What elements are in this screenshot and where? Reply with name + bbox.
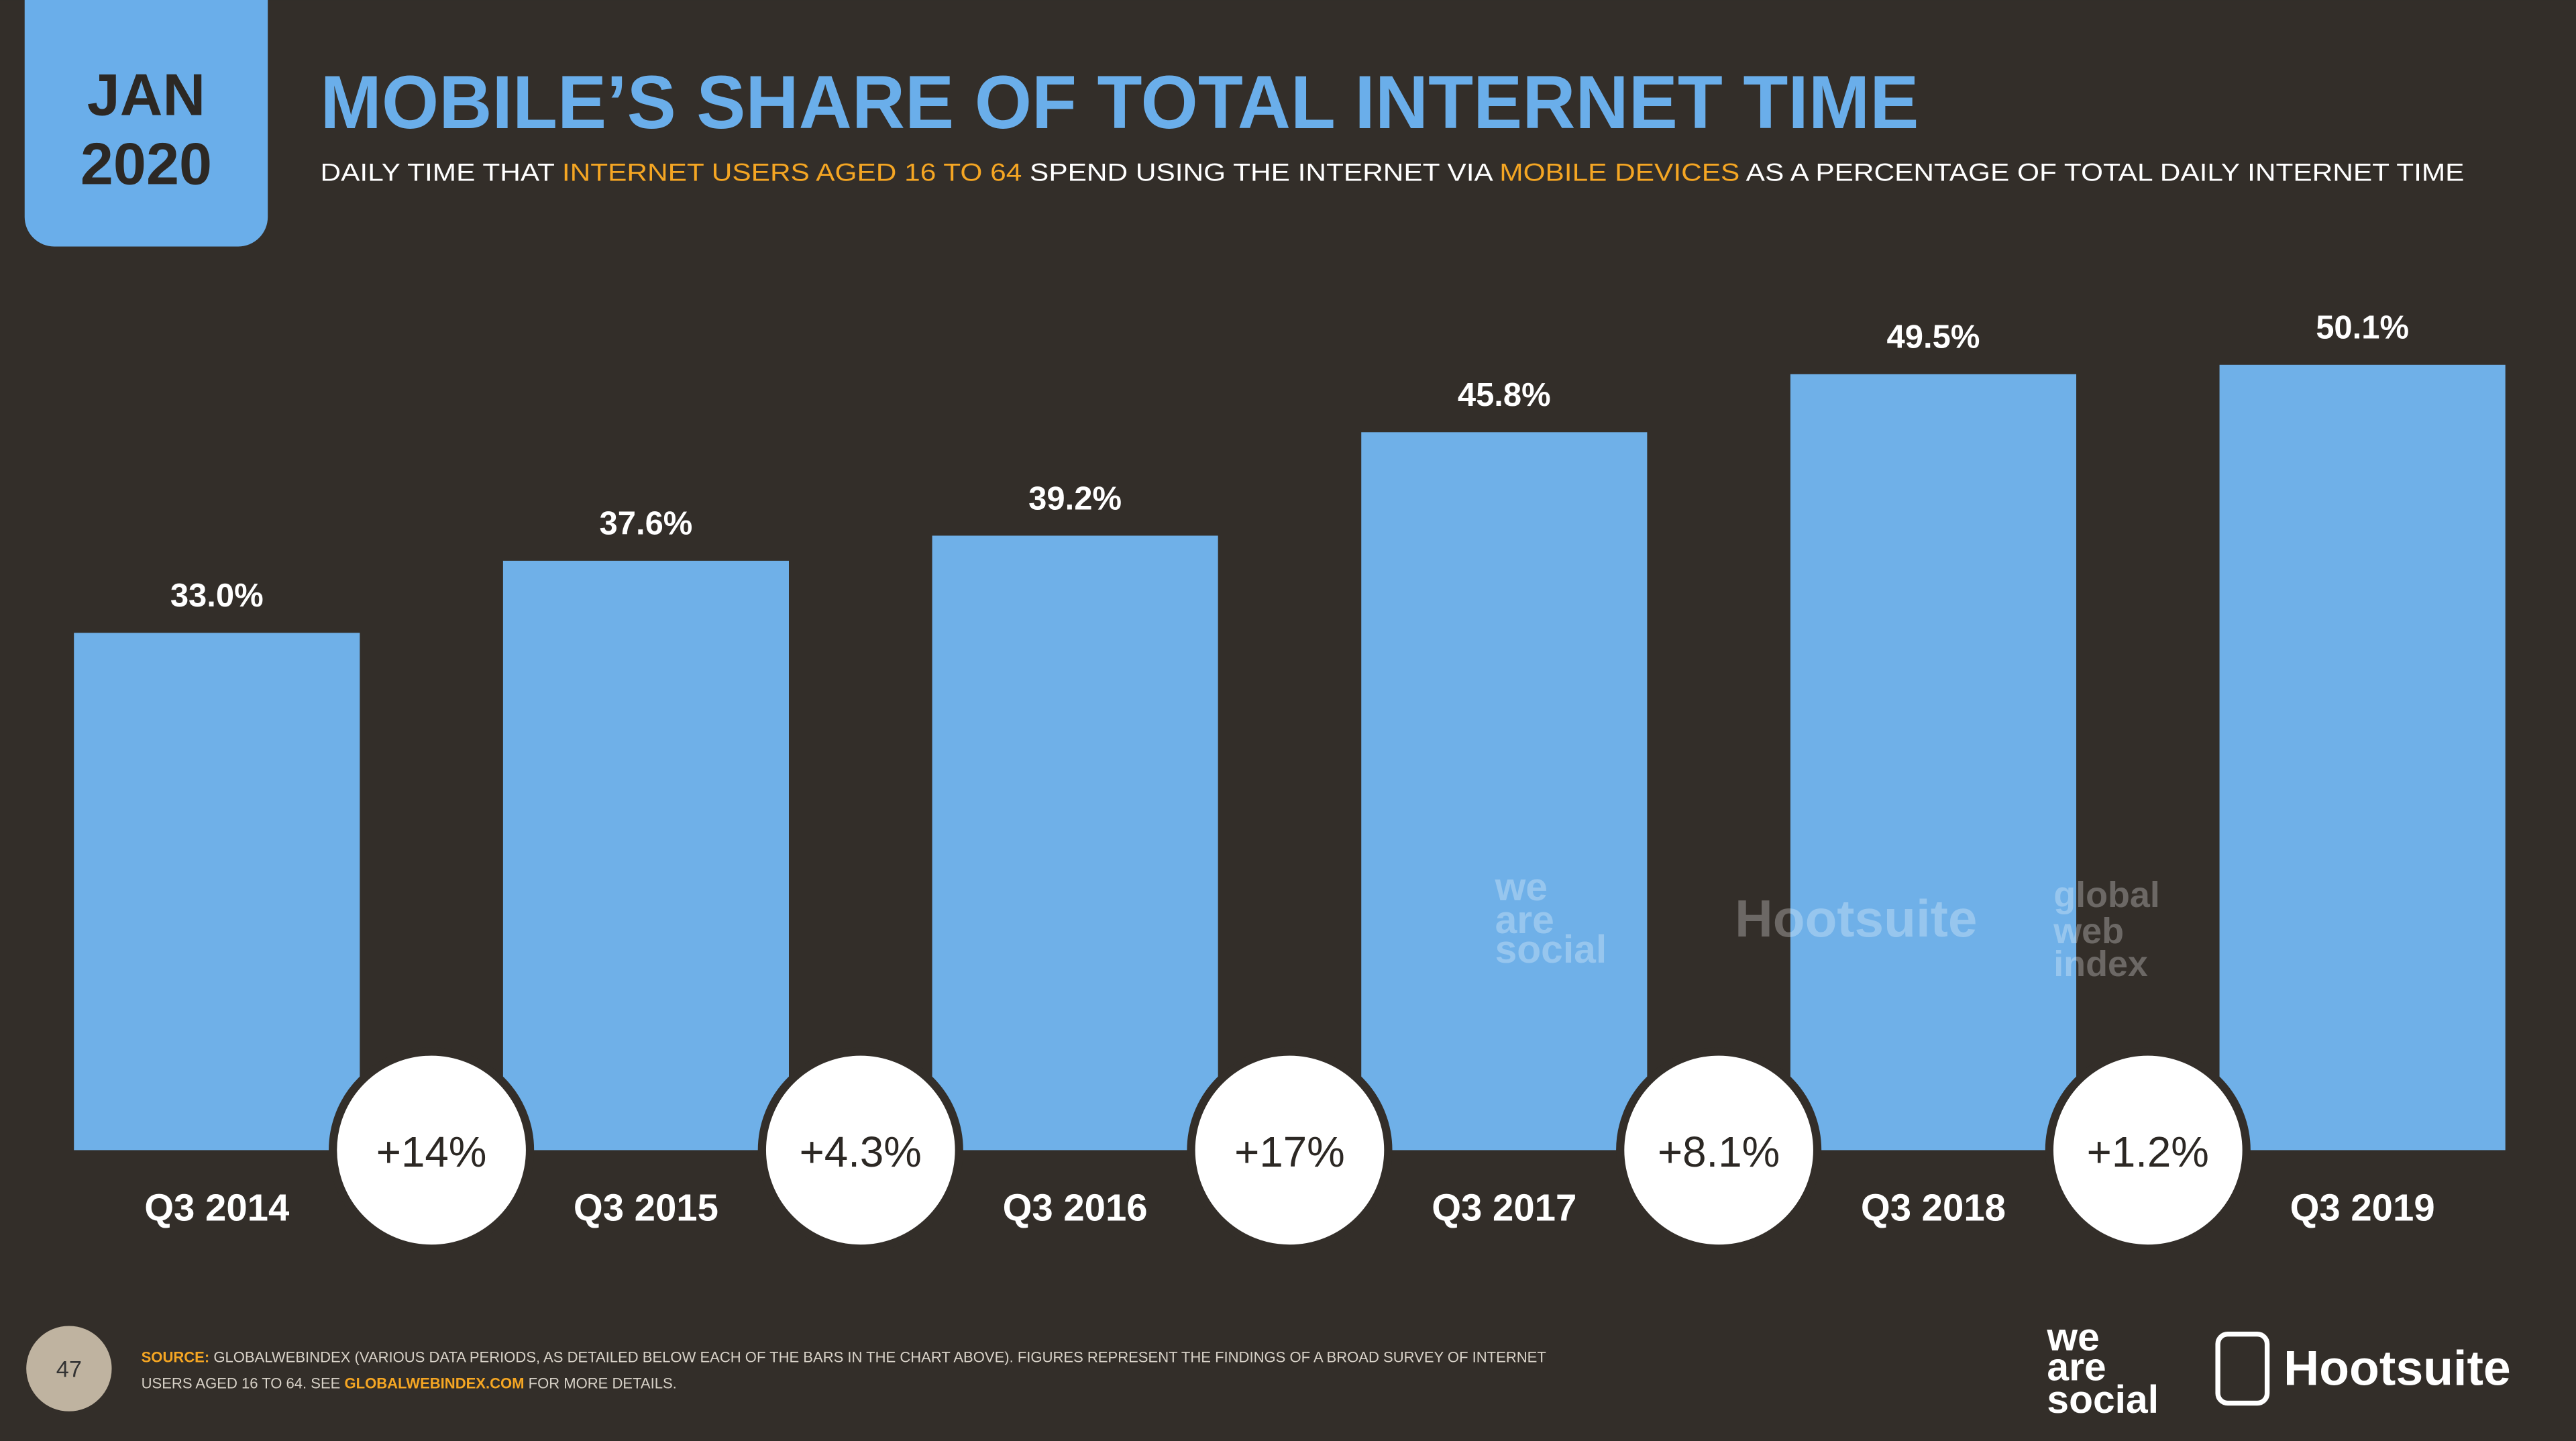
watermark-word: we (1495, 865, 1548, 909)
source-text: USERS AGED 16 TO 64. SEE (142, 1375, 345, 1392)
page-badge (26, 1326, 112, 1411)
source-label: SOURCE: (142, 1348, 210, 1365)
watermark-word: global (2053, 875, 2160, 915)
source-link: GLOBALWEBINDEX.COM (344, 1375, 524, 1392)
subtitle-part: SPEND USING THE INTERNET VIA (1022, 159, 1499, 186)
subtitle-highlight: INTERNET USERS AGED 16 TO 64 (562, 159, 1022, 186)
change-label: +1.2% (2087, 1128, 2209, 1176)
subtitle-part: AS A PERCENTAGE OF TOTAL DAILY INTERNET … (1739, 159, 2464, 186)
source-text: FOR MORE DETAILS. (525, 1375, 677, 1392)
logo-we-are-social: we are social (2046, 1316, 2159, 1422)
x-tick-label: Q3 2018 (1861, 1187, 2006, 1229)
watermark-word: social (1495, 928, 1607, 971)
change-badge (2045, 1047, 2251, 1253)
x-tick-label: Q3 2017 (1432, 1187, 1576, 1229)
logo-word: are (2047, 1345, 2106, 1389)
bar (2219, 364, 2506, 1151)
watermark-text: global web index (2053, 875, 2160, 984)
source-line: SOURCE: GLOBALWEBINDEX (VARIOUS DATA PER… (142, 1348, 1546, 1365)
badge-year: 2020 (80, 130, 212, 197)
watermark-text: we are social (1495, 865, 1607, 971)
x-tick-label: Q3 2014 (144, 1187, 290, 1229)
logo-word: we (2046, 1316, 2099, 1359)
date-badge (24, 0, 268, 247)
x-tick-label: Q3 2016 (1003, 1187, 1148, 1229)
source-line: USERS AGED 16 TO 64. SEE GLOBALWEBINDEX.… (142, 1375, 677, 1392)
change-label: +4.3% (800, 1128, 922, 1176)
value-label: 50.1% (2316, 310, 2409, 346)
bar (74, 633, 360, 1151)
watermark-word: web (2053, 911, 2124, 951)
watermark-word: are (1495, 898, 1554, 942)
bar (1361, 432, 1648, 1151)
watermark: we are social Hootsuite global web index (1495, 865, 2160, 984)
subtitle-highlight: MOBILE DEVICES (1499, 159, 1739, 186)
value-label: 37.6% (600, 506, 693, 542)
x-tick-label: Q3 2015 (574, 1187, 718, 1229)
change-badge (329, 1047, 535, 1253)
change-badge (757, 1047, 963, 1253)
x-tick-label: Q3 2019 (2290, 1187, 2435, 1229)
logo-word: social (2047, 1378, 2159, 1422)
value-label: 45.8% (1458, 377, 1551, 413)
change-label: +17% (1234, 1128, 1345, 1176)
chart-title: MOBILE’S SHARE OF TOTAL INTERNET TIME (321, 60, 1919, 144)
change-badge (1616, 1047, 1822, 1253)
page-number: 47 (56, 1356, 82, 1382)
plot: 33.0% Q3 2014 37.6% Q3 2015 39.2% Q3 2016 45.8… (74, 310, 2506, 1253)
bar (502, 560, 789, 1151)
bar (932, 535, 1218, 1151)
source-text: GLOBALWEBINDEX (VARIOUS DATA PERIODS, AS… (209, 1348, 1546, 1365)
change-label: +8.1% (1658, 1128, 1780, 1176)
value-label: 39.2% (1028, 480, 1122, 517)
change-badge (1187, 1047, 1393, 1253)
value-label: 33.0% (170, 578, 264, 614)
change-label: +14% (376, 1128, 487, 1176)
logo-hootsuite: Hootsuite (2284, 1340, 2511, 1396)
hootsuite-icon (2215, 1332, 2270, 1406)
subtitle-part: DAILY TIME THAT (321, 159, 562, 186)
badge-month: JAN (87, 62, 205, 128)
value-label: 49.5% (1887, 319, 1980, 356)
watermark-word: index (2053, 944, 2148, 984)
watermark-text: Hootsuite (1735, 889, 1977, 948)
bar (1790, 374, 2077, 1151)
chart-subtitle: DAILY TIME THAT INTERNET USERS AGED 16 T… (321, 159, 2465, 186)
